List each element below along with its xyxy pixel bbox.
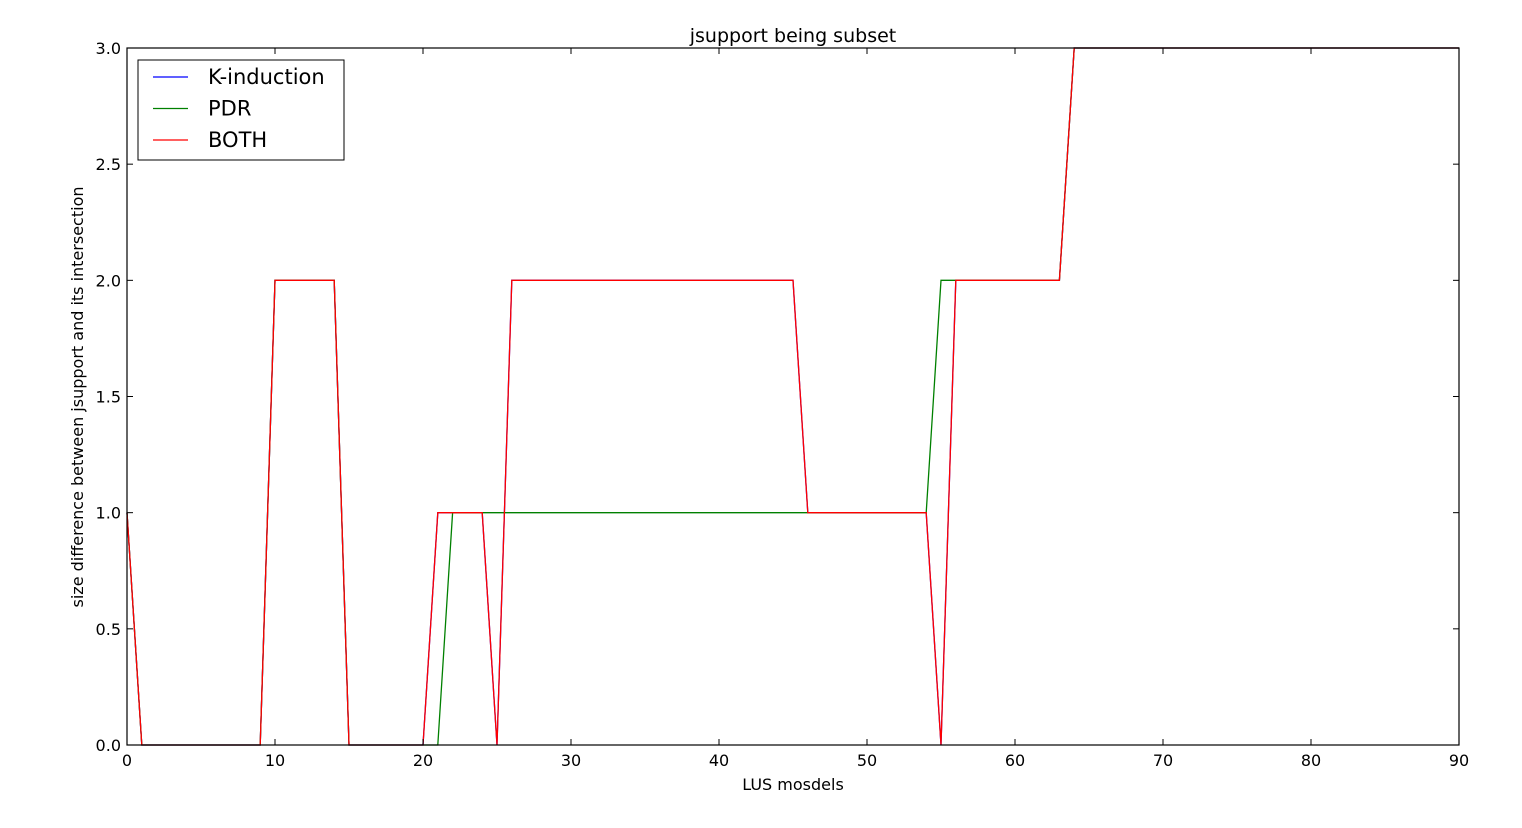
x-tick-label: 0 bbox=[122, 751, 132, 770]
tick-layer: 0 10 20 30 40 50 60 70 80 90 0.0 0.5 1.0 1.5 2.0 2.5 3.0 bbox=[96, 39, 1470, 770]
y-tick-label: 1.0 bbox=[96, 504, 121, 523]
x-tick-label: 50 bbox=[857, 751, 877, 770]
y-tick-label: 2.0 bbox=[96, 271, 121, 290]
x-tick-label: 20 bbox=[413, 751, 433, 770]
x-tick-label: 40 bbox=[709, 751, 729, 770]
y-tick-label: 1.5 bbox=[96, 388, 121, 407]
x-axis-label: LUS mosdels bbox=[742, 775, 844, 794]
x-tick-label: 60 bbox=[1005, 751, 1025, 770]
y-tick-label: 3.0 bbox=[96, 39, 121, 58]
y-tick-label: 2.5 bbox=[96, 155, 121, 174]
legend-entries: K-induction PDR BOTH bbox=[153, 65, 325, 152]
y-tick-label: 0.0 bbox=[96, 736, 121, 755]
x-tick-label: 70 bbox=[1153, 751, 1173, 770]
legend-label-both: BOTH bbox=[208, 128, 267, 152]
chart-title: jsupport being subset bbox=[689, 25, 896, 47]
x-tick-label: 10 bbox=[265, 751, 285, 770]
x-tick-label: 30 bbox=[561, 751, 581, 770]
x-tick-label: 90 bbox=[1449, 751, 1469, 770]
x-tick-label: 80 bbox=[1301, 751, 1321, 770]
y-axis-label: size difference between jsupport and its… bbox=[68, 187, 87, 608]
legend-label-pdr: PDR bbox=[208, 97, 251, 121]
legend-label-k-induction: K-induction bbox=[208, 65, 325, 89]
y-tick-label: 0.5 bbox=[96, 620, 121, 639]
legend: K-induction PDR BOTH bbox=[137, 59, 345, 161]
